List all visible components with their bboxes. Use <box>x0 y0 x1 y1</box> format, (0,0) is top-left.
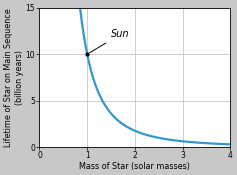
Text: Sun: Sun <box>90 29 130 53</box>
Y-axis label: Lifetime of Star on Main Sequence
(billion years): Lifetime of Star on Main Sequence (billi… <box>4 8 24 147</box>
X-axis label: Mass of Star (solar masses): Mass of Star (solar masses) <box>79 162 190 171</box>
